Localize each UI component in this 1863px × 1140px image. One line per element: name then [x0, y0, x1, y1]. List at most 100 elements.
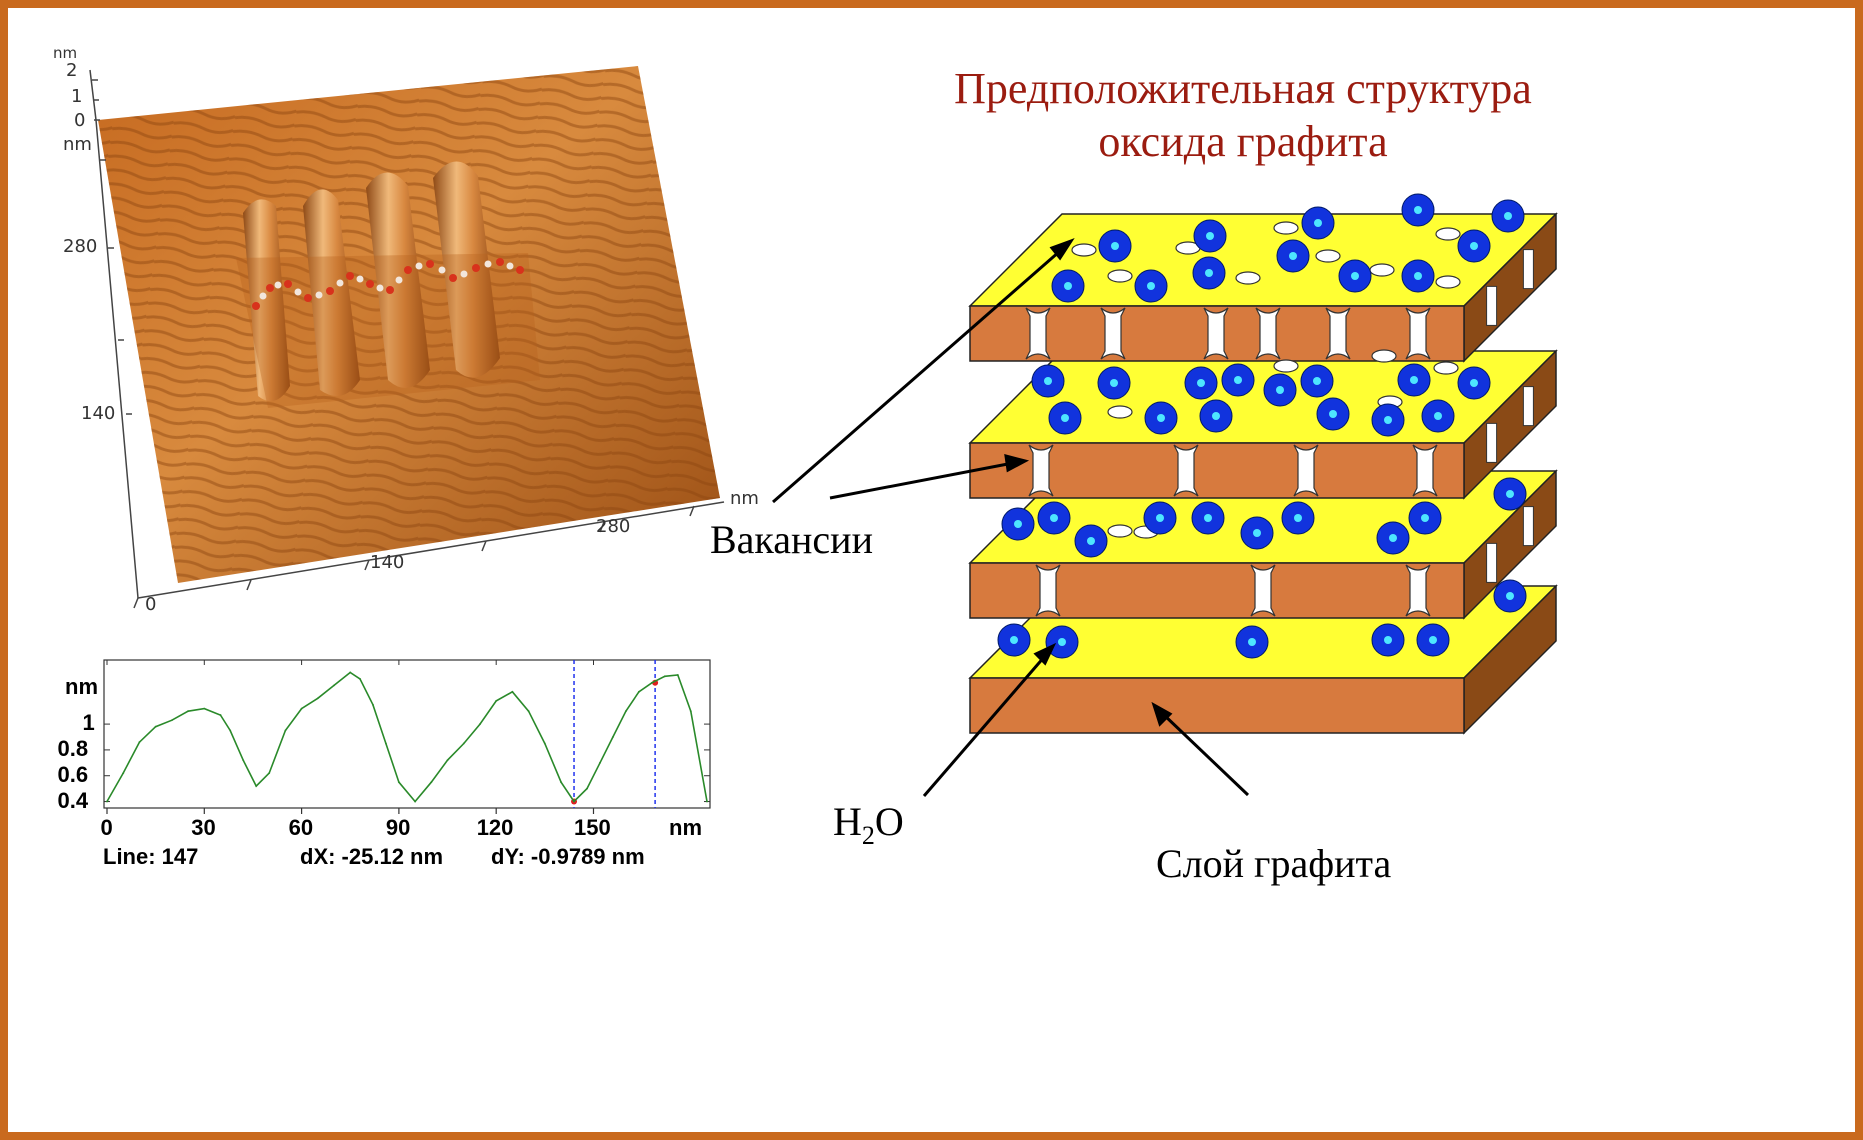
afm-x-tick-0: 0: [145, 594, 157, 615]
vacancy-channel: [1405, 564, 1431, 617]
water-molecule-highlight: [1157, 414, 1165, 422]
profile-y-tick-label: 0.8: [57, 735, 89, 761]
side-vacancy: [1486, 422, 1498, 463]
water-molecule-highlight: [1206, 232, 1214, 240]
water-molecule-highlight: [1314, 219, 1322, 227]
water-molecule-highlight: [1470, 242, 1478, 250]
water-label-sub: 2: [861, 821, 875, 850]
profile-x-tick-label: 120: [476, 815, 514, 840]
profile-point: [154, 725, 157, 728]
profile-x-tick-label: 90: [385, 815, 411, 840]
arrow-vacancy-mid: [829, 461, 1014, 500]
profile-point: [187, 710, 189, 713]
profile-x-axis-label: nm: [669, 815, 702, 840]
slide-title: Предположительная структура оксида графи…: [858, 63, 1628, 169]
water-label-o: O: [874, 799, 904, 844]
water-molecule-highlight: [1429, 636, 1437, 644]
profile-point: [599, 761, 601, 764]
vacancy-channel: [1412, 444, 1438, 497]
water-molecule-highlight: [1010, 636, 1018, 644]
surface-vacancy: [1371, 349, 1397, 363]
surface-vacancy: [1107, 269, 1133, 283]
afm-x-tick-280: 280: [596, 516, 631, 537]
water-molecule-highlight: [1204, 514, 1212, 522]
profile-point: [385, 742, 387, 745]
vacancy-channel: [1025, 307, 1051, 360]
arrow-vacancy-mid-head: [1004, 453, 1030, 473]
profile-status-dx: dX: -25.12 nm: [300, 844, 444, 869]
graphite-oxide-structure-diagram: [772, 193, 1558, 797]
profile-point: [316, 697, 319, 700]
water-molecule-highlight: [1058, 638, 1066, 646]
arrow-vacancy-top: [772, 249, 1061, 504]
surface-vacancy: [1435, 275, 1461, 289]
afm-x-unit: nm: [730, 488, 759, 509]
vacancies-label: Вакансии: [710, 517, 873, 562]
vacancy-channel: [1405, 307, 1431, 360]
title-line-2: оксида графита: [1098, 116, 1388, 166]
profile-point: [663, 675, 666, 678]
side-vacancy: [1522, 386, 1534, 427]
profile-x-tick-label: 30: [191, 815, 216, 840]
water-molecule-highlight: [1234, 376, 1242, 384]
water-molecule-highlight: [1050, 514, 1058, 522]
afm-z-tick-0: 0: [74, 110, 86, 131]
profile-point: [527, 710, 530, 713]
water-molecule-highlight: [1351, 272, 1359, 280]
profile-point: [122, 772, 125, 775]
profile-point: [430, 781, 433, 784]
water-molecule-highlight: [1205, 269, 1213, 277]
profile-point: [612, 736, 614, 738]
profile-point: [106, 800, 108, 803]
surface-vacancy: [1369, 263, 1395, 277]
side-vacancy: [1522, 506, 1534, 547]
vacancy-channel: [1035, 564, 1061, 617]
water-label: H2O: [833, 798, 904, 851]
afm-z-tick-2: 2: [66, 60, 78, 81]
profile-point: [397, 781, 400, 784]
water-molecule-highlight: [1384, 416, 1392, 424]
profile-point: [242, 759, 245, 762]
arrow-graphite-layer: [1161, 712, 1250, 797]
profile-point: [706, 800, 708, 803]
profile-y-tick-label: 0.4: [57, 787, 89, 813]
profile-chart: [103, 659, 711, 814]
surface-vacancy: [1435, 227, 1461, 241]
profile-y-tick-label: 0.6: [57, 761, 89, 787]
water-molecule-highlight: [1289, 252, 1297, 260]
water-molecule-highlight: [1014, 520, 1022, 528]
surface-vacancy: [1273, 221, 1299, 235]
graphite-layer-front: [969, 677, 1465, 734]
profile-x-tick-label: 150: [573, 815, 611, 840]
water-molecule-highlight: [1110, 379, 1118, 387]
arrow-water: [922, 655, 1047, 797]
profile-y-axis-label: nm: [65, 674, 98, 699]
surface-vacancy: [1273, 359, 1299, 373]
side-vacancy: [1486, 285, 1498, 326]
afm-y-unit: nm: [63, 134, 92, 155]
profile-status-dy: dY: -0.9789 nm: [491, 844, 645, 869]
surface-vacancy: [1071, 243, 1097, 257]
vacancy-channel: [1100, 307, 1126, 360]
profile-point: [372, 703, 374, 706]
profile-point: [543, 742, 546, 745]
vacancy-channel: [1028, 444, 1054, 497]
profile-point: [229, 729, 232, 732]
profile-series-line: [106, 671, 708, 803]
water-molecule-highlight: [1111, 242, 1119, 250]
profile-point: [349, 671, 352, 674]
profile-point: [268, 772, 271, 775]
afm-z-tick-1: 1: [71, 86, 83, 107]
water-molecule-highlight: [1061, 414, 1069, 422]
water-molecule-highlight: [1384, 636, 1392, 644]
profile-point: [333, 684, 335, 687]
surface-vacancy: [1107, 524, 1133, 538]
afm-z-unit: nm: [53, 44, 78, 62]
surface-vacancy: [1107, 405, 1133, 419]
profile-point: [586, 787, 588, 790]
profile-point: [573, 800, 575, 803]
profile-point: [359, 678, 361, 680]
surface-vacancy: [1433, 361, 1459, 375]
surface-vacancy: [1315, 249, 1341, 263]
profile-y-tick-label: 1: [82, 710, 95, 736]
